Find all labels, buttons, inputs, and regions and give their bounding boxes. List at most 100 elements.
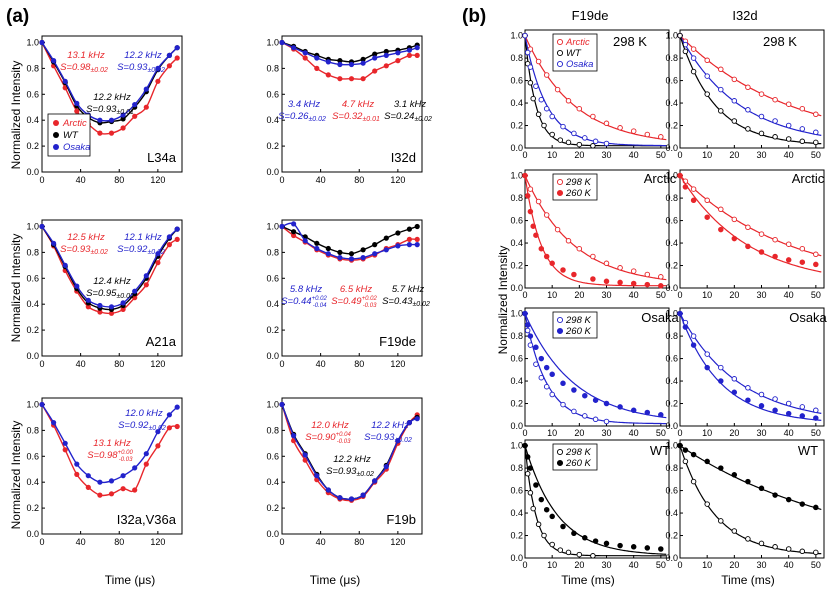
point-260 K [658,546,664,552]
annotation-order: S=0.93±0.02 [326,466,374,478]
point-Osaka [414,45,420,51]
annotation-freq: 12.2 kHz [124,50,162,61]
point-Arctic [97,130,103,136]
point-Osaka [538,96,545,103]
point-Osaka [97,302,103,309]
point-Arctic [813,111,819,118]
panel-tag: Arctic [644,171,677,186]
point-260 K [582,535,588,541]
point-298 K [690,478,697,485]
order-err: ±0.02 [412,301,430,308]
point-Osaka [592,138,599,145]
point-Arctic [406,236,412,242]
point-Osaka [406,242,412,248]
legend-marker [556,189,564,197]
y-tick-label: 1.0 [510,309,523,319]
point-WT [785,136,792,142]
x-tick-label: 40 [316,175,326,185]
point-260 K [690,342,697,348]
order-value: S=0.90 [305,432,336,443]
point-260 K [527,333,534,339]
fit-line-298 K [679,445,822,555]
point-260 K [538,355,545,362]
point-WT [120,116,126,122]
point-Arctic [348,76,355,82]
point-298 K [758,540,765,547]
point-Osaka [314,55,320,61]
point-Osaka [143,86,149,92]
point-298 K [682,458,689,465]
x-tick-label: 50 [811,150,821,160]
point-260 K [533,232,539,238]
point-WT [541,122,547,129]
point-Osaka [74,100,80,106]
point-Arctic [120,486,126,492]
y-tick-label: 0.8 [510,331,523,341]
point-Arctic [690,46,697,52]
y-tick-label: 0.4 [665,238,678,248]
point-Osaka [74,283,80,289]
y-tick-label: 0.6 [665,76,678,86]
point-298 K [772,544,778,550]
point-Osaka [143,273,149,279]
right-xlabel-1: Time (ms) [561,573,615,587]
panel-tag: Osaka [641,310,679,325]
point-Osaka [337,255,343,261]
point-298 K [560,401,566,408]
point-Arctic [543,72,550,78]
order-err: ±0.02 [414,116,432,123]
point-WT [758,130,765,137]
legend-marker [556,327,564,335]
y-tick-label: 1.0 [26,221,39,231]
point-WT [383,235,389,241]
x-tick-label: 120 [150,537,165,547]
x-tick-label: 80 [114,359,124,369]
order-value: S=0.92 [117,244,148,255]
y-tick-label: 0.0 [266,529,279,539]
point-260 K [677,172,683,179]
point-298 K [565,549,572,556]
point-Osaka [325,487,331,493]
legend-label: 298 K [565,315,591,326]
point-WT [360,56,366,62]
point-Arctic [554,86,561,93]
point-Arctic [337,76,343,82]
point-WT [690,68,697,75]
y-tick-label: 0.2 [26,503,39,513]
order-err: ±0.01 [116,109,134,116]
y-tick-label: 1.0 [26,399,39,409]
left-ylabel-2: Normalized Intensity [9,234,23,343]
annotation-freq: 12.2 kHz [371,420,409,431]
fit-line-Arctic [524,35,667,141]
point-260 K [582,392,588,399]
y-tick-label: 1.0 [665,309,678,319]
point-260 K [522,310,528,317]
point-298 K [785,400,792,407]
point-Osaka [383,247,389,253]
y-tick-label: 0.2 [26,141,39,151]
plot-frame [679,29,825,149]
legend-label-Osaka: Osaka [63,142,90,153]
x-tick-label: 0 [39,175,44,185]
annotation-order: S=0.98+0.00 -0.03 [87,450,133,463]
point-Osaka [62,440,68,446]
order-value: S=0.32 [332,111,363,122]
point-260 K [745,243,751,250]
point-Arctic [704,57,710,64]
point-Osaka [406,47,412,53]
point-298 K [592,416,599,423]
point-Arctic [143,461,149,467]
annotation-order: S=0.90+0.04 -0.03 [305,432,351,445]
point-Arctic [166,63,172,69]
point-Osaka [166,52,172,59]
annotation-freq: 12.2 kHz [93,92,131,103]
point-Osaka [785,122,792,129]
x-tick-label: 0 [39,359,44,369]
plot-frame [679,307,825,427]
panel-tag: Arctic [792,171,825,186]
y-tick-label: 0.2 [266,141,279,151]
y-tick-label: 1.0 [26,37,39,47]
y-tick-label: 1.0 [510,441,523,451]
point-Arctic [758,91,765,97]
fit-line-Osaka [679,35,822,136]
